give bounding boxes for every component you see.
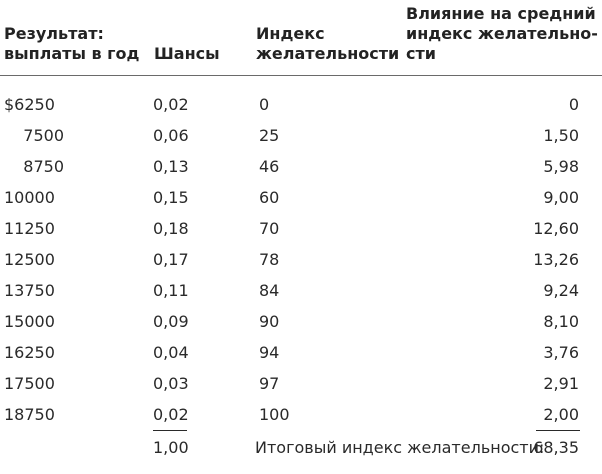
header-result-line: выплаты в год xyxy=(4,44,140,63)
header-odds-line: Шансы xyxy=(154,44,220,63)
cell-odds: 0,18 xyxy=(153,219,189,238)
table-row: 18750 0,02 100 2,00 xyxy=(0,403,602,427)
header-effect-line: Влияние на средний xyxy=(406,4,596,23)
odds-sum-underline xyxy=(153,430,187,431)
cell-payout: 15000 xyxy=(4,312,55,331)
effect-sum-underline xyxy=(536,430,580,431)
cell-odds: 0,06 xyxy=(153,126,189,145)
cell-odds: 0,13 xyxy=(153,157,189,176)
cell-odds: 0,15 xyxy=(153,188,189,207)
header-odds: Шансы xyxy=(154,44,220,64)
cell-index: 97 xyxy=(259,374,280,393)
cell-payout: 10000 xyxy=(4,188,55,207)
cell-effect: 9,24 xyxy=(543,281,579,300)
cell-odds: 0,03 xyxy=(153,374,189,393)
cell-effect: 9,00 xyxy=(543,188,579,207)
cell-effect: 0 xyxy=(568,95,579,114)
header-effect-line: сти xyxy=(406,44,436,63)
cell-payout: 8750 xyxy=(23,157,64,176)
cell-payout: 18750 xyxy=(4,405,55,424)
table-row: 8750 0,13 46 5,98 xyxy=(0,155,602,179)
cell-index: 94 xyxy=(259,343,280,362)
cell-effect: 1,50 xyxy=(543,126,579,145)
header-divider xyxy=(0,75,602,76)
cell-payout: 11250 xyxy=(4,219,55,238)
cell-effect: 12,60 xyxy=(533,219,579,238)
cell-effect: 13,26 xyxy=(533,250,579,269)
table-row: 12500 0,17 78 13,26 xyxy=(0,248,602,272)
cell-index: 25 xyxy=(259,126,280,145)
cell-effect: 8,10 xyxy=(543,312,579,331)
cell-index: 60 xyxy=(259,188,280,207)
total-odds: 1,00 xyxy=(153,438,189,457)
cell-index: 90 xyxy=(259,312,280,331)
cell-payout: 13750 xyxy=(4,281,55,300)
table-row: 16250 0,04 94 3,76 xyxy=(0,341,602,365)
cell-index: 84 xyxy=(259,281,280,300)
table-row: $6250 0,02 0 0 xyxy=(0,93,602,117)
cell-odds: 0,09 xyxy=(153,312,189,331)
cell-payout: $6250 xyxy=(4,95,55,114)
table-row: 17500 0,03 97 2,91 xyxy=(0,372,602,396)
header-effect-line: индекс желательно- xyxy=(406,24,598,43)
cell-index: 70 xyxy=(259,219,280,238)
cell-payout: 7500 xyxy=(23,126,64,145)
table-row: 13750 0,11 84 9,24 xyxy=(0,279,602,303)
cell-payout: 12500 xyxy=(4,250,55,269)
cell-index: 100 xyxy=(259,405,290,424)
cell-effect: 2,00 xyxy=(543,405,579,424)
cell-effect: 3,76 xyxy=(543,343,579,362)
header-index-line: Индекс xyxy=(256,24,325,43)
table-row: 15000 0,09 90 8,10 xyxy=(0,310,602,334)
header-result-line: Результат: xyxy=(4,24,104,43)
table-row: 10000 0,15 60 9,00 xyxy=(0,186,602,210)
cell-index: 78 xyxy=(259,250,280,269)
cell-odds: 0,17 xyxy=(153,250,189,269)
table-row: 11250 0,18 70 12,60 xyxy=(0,217,602,241)
total-effect: 68,35 xyxy=(533,438,579,457)
header-result: Результат: выплаты в год xyxy=(4,24,139,64)
cell-index: 46 xyxy=(259,157,280,176)
cell-odds: 0,11 xyxy=(153,281,189,300)
cell-effect: 2,91 xyxy=(543,374,579,393)
total-label: Итоговый индекс желательности: xyxy=(255,438,545,457)
cell-payout: 17500 xyxy=(4,374,55,393)
header-index-line: желательности xyxy=(256,44,400,63)
cell-effect: 5,98 xyxy=(543,157,579,176)
table-row: 7500 0,06 25 1,50 xyxy=(0,124,602,148)
cell-index: 0 xyxy=(259,95,270,114)
cell-odds: 0,02 xyxy=(153,405,189,424)
cell-payout: 16250 xyxy=(4,343,55,362)
header-effect: Влияние на средний индекс желательно- ст… xyxy=(406,4,598,64)
header-index: Индекс желательности xyxy=(256,24,399,64)
cell-odds: 0,02 xyxy=(153,95,189,114)
cell-odds: 0,04 xyxy=(153,343,189,362)
